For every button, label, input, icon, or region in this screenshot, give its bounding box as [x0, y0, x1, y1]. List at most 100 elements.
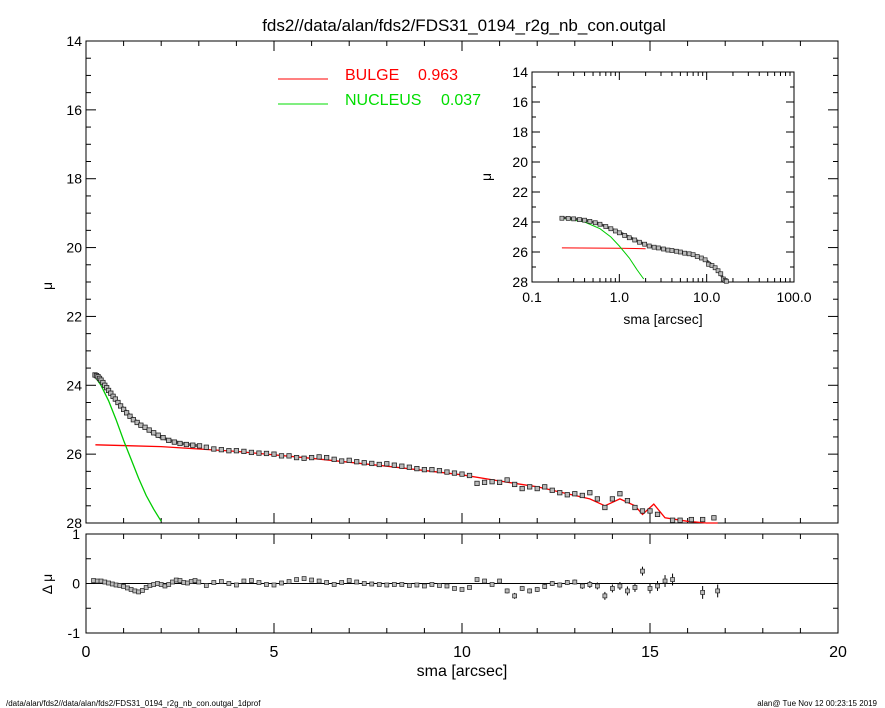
residual-y-tick-labels: -1 0 1: [68, 526, 81, 641]
inset-data-point: [665, 247, 671, 253]
residual-data-point: [632, 585, 638, 590]
inset-ticks: [531, 71, 795, 283]
main-y-tick-labels: 14 16 18 20 22 24 26 28: [66, 33, 82, 531]
main-data-point: [324, 454, 330, 461]
main-data-point: [354, 459, 360, 465]
main-data-point: [489, 479, 495, 485]
main-data-point: [466, 472, 473, 479]
residual-data-point: [143, 585, 149, 590]
inset-y-tick-label: 14: [512, 64, 528, 80]
main-y-tick-label: 14: [66, 33, 82, 49]
residual-data-point: [482, 578, 487, 584]
residual-data-point: [316, 578, 322, 584]
main-y-tick-label: 28: [66, 515, 82, 531]
main-data-point: [429, 467, 435, 473]
residual-data-point: [504, 588, 510, 594]
residual-data-point: [234, 582, 239, 588]
inset-panel: 14 16 18 20 22 24 26 28 0.1 1.0 10.0 100.0 μ sma […: [478, 64, 812, 327]
residual-data-point: [542, 584, 548, 589]
residual-x-tick-label: 0: [82, 644, 91, 661]
residual-data-point: [467, 585, 472, 590]
residual-data-point: [226, 581, 232, 586]
footer-path: /data/alan/fds2//data/alan/fds2/FDS31_01…: [6, 699, 261, 708]
residual-ticks: [85, 533, 839, 634]
main-data-point: [308, 454, 315, 461]
residual-data-point: [151, 582, 157, 587]
main-ticks: [85, 40, 839, 524]
residual-data-point: [286, 579, 292, 584]
legend-nucleus-value: 0.037: [441, 92, 481, 109]
residual-y-tick-label: -1: [68, 625, 81, 641]
residual-data-point: [640, 568, 645, 574]
main-data-point: [391, 462, 397, 468]
residual-data-point: [173, 577, 179, 583]
residual-data-point: [109, 581, 115, 587]
residual-data-point: [185, 580, 190, 586]
main-data-point: [406, 464, 412, 470]
main-data-point: [233, 448, 239, 454]
residual-data-point: [128, 587, 134, 592]
main-data-point: [519, 485, 525, 492]
inset-y-axis-label: μ: [478, 173, 494, 181]
residual-data-point: [256, 580, 262, 585]
main-data-point: [301, 455, 307, 461]
inset-y-tick-label: 20: [512, 154, 528, 170]
residual-data-point: [444, 583, 450, 589]
inset-data-point: [646, 243, 652, 249]
residual-data-point: [241, 578, 247, 584]
inset-x-tick-label: 100.0: [776, 289, 811, 305]
main-data-point: [263, 450, 270, 457]
inset-data-point: [723, 278, 729, 284]
main-data-point: [112, 396, 118, 402]
inset-data-point: [686, 251, 692, 257]
inset-data-point: [661, 246, 666, 252]
inset-y-tick-label: 28: [512, 274, 528, 290]
residual-data-point: [170, 579, 175, 585]
main-y-tick-label: 22: [66, 308, 82, 324]
main-data-point: [639, 508, 646, 514]
footer-timestamp: alan@ Tue Nov 12 00:23:15 2019: [757, 699, 877, 708]
residual-data-point: [429, 582, 435, 587]
main-data-point: [151, 430, 157, 436]
residual-data-point: [595, 583, 600, 589]
residual-data-point: [700, 590, 705, 595]
residual-data-point: [414, 582, 420, 588]
residual-data-point: [422, 583, 427, 589]
inset-data-point: [616, 230, 622, 236]
inset-data-point: [597, 221, 603, 227]
inset-data-point: [565, 216, 571, 221]
main-data-point: [459, 471, 465, 477]
inset-y-tick-label: 24: [512, 214, 528, 230]
residual-data-point: [181, 580, 187, 585]
main-data-point: [587, 490, 593, 496]
main-data-point: [711, 515, 717, 521]
residual-data-point: [271, 582, 277, 588]
main-data-point: [542, 484, 548, 490]
main-data-point: [316, 454, 322, 460]
main-data-point: [115, 399, 121, 406]
main-panel: 14 16 18 20 22 24 26 28 μ BULGE 0.963 NUCLEUS 0…: [39, 33, 839, 531]
main-data-point: [376, 461, 382, 468]
residual-data-point: [203, 583, 209, 588]
residual-data-point: [437, 583, 442, 588]
main-data-point: [177, 440, 183, 447]
inset-data-point: [577, 217, 582, 222]
main-data-point: [421, 467, 428, 473]
inset-model-line-bulge: [561, 247, 646, 250]
main-data-point: [226, 448, 232, 454]
main-data-point: [451, 470, 458, 476]
main-data-point: [117, 403, 124, 409]
main-y-tick-label: 26: [66, 446, 82, 462]
residual-data-point: [369, 581, 375, 587]
residual-data-point: [192, 578, 198, 583]
main-data-point: [124, 410, 130, 416]
inset-data-point: [587, 219, 593, 224]
residual-x-tick-label: 15: [641, 644, 659, 661]
residual-data-point: [497, 578, 502, 584]
main-data-point: [594, 496, 600, 502]
main-data-point: [127, 413, 133, 419]
main-data-point: [203, 444, 209, 450]
inset-data-point: [582, 217, 587, 223]
residual-data-point: [324, 580, 329, 585]
